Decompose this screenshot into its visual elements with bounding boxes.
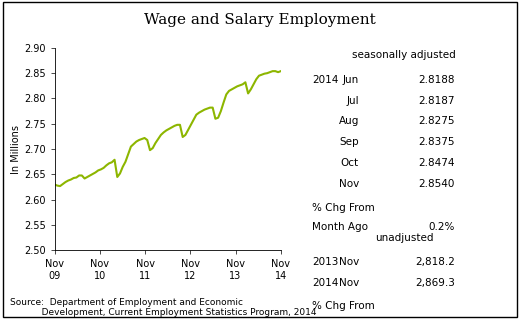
- Text: 2.8375: 2.8375: [419, 137, 455, 147]
- Text: Nov: Nov: [339, 278, 359, 287]
- Text: unadjusted: unadjusted: [375, 234, 434, 243]
- Text: 2,869.3: 2,869.3: [415, 278, 455, 287]
- Text: Sep: Sep: [339, 137, 359, 147]
- Text: 2.8188: 2.8188: [419, 75, 455, 85]
- Text: 2014: 2014: [312, 278, 339, 287]
- Text: Nov: Nov: [339, 257, 359, 267]
- Text: Nov: Nov: [339, 179, 359, 189]
- Text: % Chg From: % Chg From: [312, 203, 375, 212]
- Text: 2.8474: 2.8474: [419, 158, 455, 168]
- Text: 2013: 2013: [312, 257, 339, 267]
- Y-axis label: In Millions: In Millions: [11, 125, 21, 174]
- Text: seasonally adjusted: seasonally adjusted: [353, 50, 456, 60]
- Text: Wage and Salary Employment: Wage and Salary Employment: [144, 13, 376, 27]
- Text: Aug: Aug: [339, 116, 359, 126]
- Text: Oct: Oct: [341, 158, 359, 168]
- Text: Source:  Department of Employment and Economic
           Development, Current E: Source: Department of Employment and Eco…: [10, 298, 317, 317]
- Text: % Chg From: % Chg From: [312, 301, 375, 311]
- Text: Month Ago: Month Ago: [312, 222, 368, 232]
- Text: 2.8275: 2.8275: [419, 116, 455, 126]
- Text: Jul: Jul: [346, 96, 359, 106]
- Text: Jun: Jun: [343, 75, 359, 85]
- Text: 2.8540: 2.8540: [419, 179, 455, 189]
- Text: 0.2%: 0.2%: [428, 222, 455, 232]
- Text: 2,818.2: 2,818.2: [415, 257, 455, 267]
- Text: 2.8187: 2.8187: [419, 96, 455, 106]
- Text: 2014: 2014: [312, 75, 339, 85]
